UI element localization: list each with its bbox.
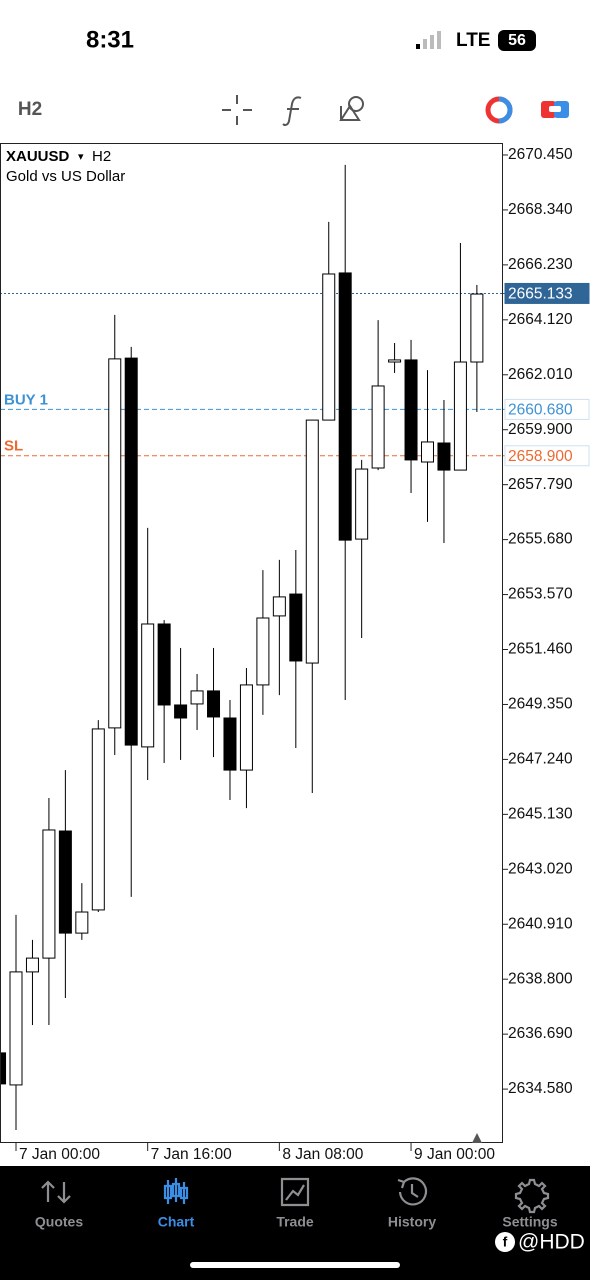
- candle-body: [190, 690, 204, 705]
- candle-body: [322, 273, 336, 421]
- candle-body: [157, 623, 171, 706]
- objects-button[interactable]: [339, 96, 364, 121]
- nav-icon[interactable]: [280, 1177, 310, 1207]
- symbol-arrow[interactable]: ▾: [78, 151, 84, 163]
- y-tick-label: 2662.010: [508, 366, 573, 383]
- price-level-label: 2658.900: [508, 448, 573, 465]
- chart-frame: [0, 143, 503, 1143]
- y-tick-label: 2649.350: [508, 696, 573, 713]
- nav-icon[interactable]: [41, 1180, 71, 1204]
- home-indicator: [190, 1262, 400, 1268]
- watermark: @HDD: [518, 1231, 585, 1254]
- scroll-marker[interactable]: [472, 1133, 482, 1143]
- svg-text:f: f: [503, 1234, 508, 1250]
- candle-body: [355, 468, 369, 540]
- symbol-description: Gold vs US Dollar: [6, 168, 125, 185]
- nav-label[interactable]: Trade: [276, 1214, 314, 1230]
- battery: [498, 30, 536, 51]
- candle-body: [141, 623, 155, 748]
- candle-body: [437, 442, 451, 471]
- candle-body: [108, 358, 122, 729]
- candle-body: [58, 830, 72, 934]
- status-network: LTE: [456, 30, 490, 51]
- candle-body: [239, 684, 253, 771]
- y-tick-label: 2653.570: [508, 586, 573, 603]
- signal-icon: [416, 31, 441, 49]
- candle-body: [404, 359, 418, 461]
- candle-body: [338, 272, 352, 541]
- y-tick-label: 2640.910: [508, 915, 573, 932]
- nav-label[interactable]: Chart: [158, 1214, 195, 1230]
- y-tick-label: 2659.900: [508, 421, 573, 438]
- nav-label[interactable]: History: [388, 1214, 436, 1230]
- candle-body: [174, 704, 188, 719]
- y-tick-label: 2657.790: [508, 476, 573, 493]
- y-tick-label: 2643.020: [508, 860, 573, 877]
- candle-body: [75, 911, 89, 934]
- trade-button[interactable]: [485, 96, 513, 124]
- nav-icon[interactable]: [163, 1178, 189, 1204]
- status-time: 8:31: [86, 26, 134, 53]
- order-label[interactable]: SL: [4, 438, 23, 455]
- candle-body: [223, 717, 237, 771]
- candle-body: [289, 593, 303, 662]
- nav-label[interactable]: Quotes: [35, 1214, 83, 1230]
- price-level-box: [504, 445, 590, 467]
- price-level-box: [504, 398, 590, 420]
- indicators-button[interactable]: [282, 96, 302, 126]
- y-tick-label: 2664.120: [508, 311, 573, 328]
- y-tick-label: 2655.680: [508, 531, 573, 548]
- candle-body: [91, 728, 105, 911]
- y-tick-label: 2638.800: [508, 970, 573, 987]
- candle-body: [207, 690, 221, 718]
- candle-body: [42, 829, 56, 959]
- plot-area: [1, 164, 503, 1130]
- candle-body: [453, 361, 467, 471]
- order-label[interactable]: BUY 1: [4, 391, 48, 408]
- candle-body: [124, 357, 138, 746]
- crosshair-button[interactable]: [222, 95, 252, 125]
- candle-body: [25, 957, 39, 973]
- candle-body: [256, 617, 270, 686]
- candle-body: [421, 441, 434, 463]
- y-tick-label: 2636.690: [508, 1025, 573, 1042]
- candle-body: [470, 293, 484, 363]
- candle-body: [272, 596, 286, 617]
- x-tick-label: 7 Jan 00:00: [19, 1146, 100, 1163]
- nav-label[interactable]: Settings: [502, 1214, 557, 1230]
- y-tick-label: 2634.580: [508, 1080, 573, 1097]
- accounts-button[interactable]: [541, 101, 569, 118]
- y-tick-label: 2666.230: [508, 256, 573, 273]
- nav-items: Quotes Chart Trade History Settings: [35, 1177, 558, 1230]
- x-tick-label: 8 Jan 08:00: [282, 1146, 363, 1163]
- nav-bar: [0, 1166, 590, 1280]
- price-level-label: 2665.133: [508, 286, 573, 303]
- candle-body: [371, 385, 385, 469]
- y-tick-label: 2668.340: [508, 201, 573, 218]
- watermark-icon: f: [495, 1232, 515, 1252]
- price-level-label: 2660.680: [508, 402, 573, 419]
- candle-body: [305, 419, 319, 664]
- x-tick-label: 7 Jan 16:00: [151, 1146, 232, 1163]
- symbol: XAUUSD: [6, 148, 70, 165]
- candle-body: [9, 971, 23, 1086]
- y-tick-label: 2670.450: [508, 146, 573, 163]
- candle-body: [1, 1052, 7, 1085]
- candle-body: [388, 359, 402, 363]
- y-tick-label: 2645.130: [508, 805, 573, 822]
- y-tick-label: 2651.460: [508, 641, 573, 658]
- chart: 2670.450 2668.340 2666.230 2664.120 2662.010…: [1, 146, 590, 1163]
- nav-icon[interactable]: [514, 1178, 550, 1214]
- x-tick-label: 9 Jan 00:00: [414, 1146, 495, 1163]
- battery-level: 56: [508, 32, 526, 49]
- chart-timeframe: H2: [92, 148, 111, 165]
- timeframe-button[interactable]: H2: [18, 99, 42, 120]
- y-tick-label: 2647.240: [508, 751, 573, 768]
- nav-icon[interactable]: [397, 1177, 428, 1206]
- price-level-box: [504, 282, 590, 304]
